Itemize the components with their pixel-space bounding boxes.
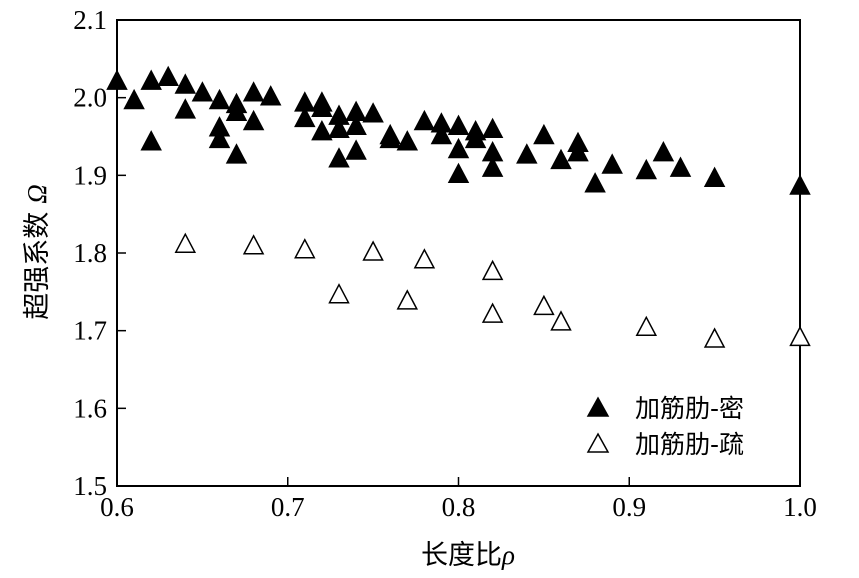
sparse-rib-point bbox=[550, 310, 572, 331]
dense-rib-point bbox=[174, 98, 197, 119]
legend-label-sparse: 加筋肋-疏 bbox=[635, 430, 744, 459]
y-tick-label: 1.6 bbox=[73, 393, 107, 423]
y-tick-label: 1.8 bbox=[73, 238, 107, 268]
dense-rib-point bbox=[703, 166, 726, 187]
y-axis-label: 超强系数 bbox=[22, 212, 53, 320]
x-axis-symbol: ρ bbox=[501, 540, 515, 570]
dense-rib-point bbox=[225, 143, 248, 164]
sparse-rib-point bbox=[789, 325, 811, 347]
dense-rib-point bbox=[362, 102, 384, 123]
dense-rib-point bbox=[447, 137, 470, 159]
x-tick-label: 0.8 bbox=[442, 492, 476, 522]
dense-rib-point bbox=[533, 123, 555, 145]
dense-rib-point bbox=[481, 156, 504, 177]
dense-rib-point bbox=[413, 109, 436, 131]
dense-rib-point bbox=[311, 119, 333, 141]
dense-rib-point bbox=[225, 100, 248, 121]
dense-rib-point bbox=[789, 174, 811, 195]
dense-rib-point bbox=[294, 106, 316, 128]
sparse-rib-point bbox=[481, 302, 504, 323]
x-tick-label: 0.7 bbox=[271, 492, 305, 522]
y-axis-symbol: Ω bbox=[22, 184, 52, 204]
x-tick-label: 1.0 bbox=[783, 492, 817, 522]
dense-rib-point bbox=[447, 162, 470, 184]
dense-rib-point bbox=[242, 81, 265, 102]
dense-rib-point bbox=[157, 65, 179, 87]
dense-rib-point bbox=[635, 158, 658, 180]
dense-rib-point bbox=[259, 85, 282, 106]
legend-marker-dense bbox=[586, 396, 610, 417]
dense-rib-point bbox=[328, 147, 350, 168]
dense-rib-point bbox=[345, 114, 367, 135]
dense-rib-point bbox=[140, 69, 162, 90]
dense-rib-point bbox=[447, 114, 470, 135]
y-axis-ticks: 1.5 1.6 1.7 1.8 1.9 2.0 2.1 bbox=[73, 5, 126, 501]
dense-rib-point bbox=[567, 140, 589, 162]
y-tick-label: 1.9 bbox=[73, 160, 107, 190]
data-points bbox=[106, 65, 811, 348]
x-axis-label: 长度比 bbox=[421, 540, 502, 571]
x-tick-label: 0.9 bbox=[612, 492, 646, 522]
dense-rib-point bbox=[328, 117, 350, 139]
dense-rib-point bbox=[601, 153, 623, 174]
dense-rib-point bbox=[242, 109, 265, 131]
dense-rib-point bbox=[123, 88, 145, 110]
dense-rib-point bbox=[516, 143, 538, 164]
sparse-rib-point bbox=[174, 232, 197, 253]
legend-marker-sparse bbox=[586, 432, 610, 453]
y-tick-label: 1.5 bbox=[73, 471, 107, 501]
dense-rib-point bbox=[140, 130, 162, 151]
sparse-rib-point bbox=[413, 248, 436, 269]
dense-rib-point bbox=[345, 139, 367, 160]
dense-rib-point bbox=[311, 96, 333, 118]
y-axis-title: 超强系数 Ω bbox=[22, 184, 53, 320]
dense-rib-point bbox=[106, 69, 128, 90]
dense-rib-point bbox=[584, 172, 606, 193]
dense-rib-point bbox=[396, 130, 419, 151]
x-axis-title: 长度比ρ bbox=[421, 540, 515, 571]
dense-rib-point bbox=[464, 127, 487, 149]
y-tick-label: 2.0 bbox=[73, 83, 107, 113]
dense-rib-point bbox=[430, 123, 453, 145]
legend: 加筋肋-密 加筋肋-疏 bbox=[586, 394, 744, 459]
sparse-rib-point bbox=[533, 294, 555, 316]
sparse-rib-point bbox=[635, 315, 658, 337]
dense-rib-point bbox=[208, 127, 231, 149]
legend-label-dense: 加筋肋-密 bbox=[635, 394, 744, 423]
dense-rib-point bbox=[481, 117, 504, 139]
dense-rib-point bbox=[174, 73, 197, 94]
sparse-rib-point bbox=[242, 234, 265, 255]
dense-rib-point bbox=[652, 140, 675, 162]
y-tick-label: 1.7 bbox=[73, 316, 107, 346]
dense-rib-point bbox=[669, 156, 692, 177]
sparse-rib-point bbox=[328, 283, 350, 304]
sparse-rib-point bbox=[362, 240, 384, 261]
sparse-rib-point bbox=[294, 238, 316, 259]
sparse-rib-point bbox=[481, 259, 504, 281]
dense-rib-point bbox=[208, 88, 231, 110]
sparse-rib-point bbox=[396, 289, 419, 310]
dense-rib-point bbox=[191, 81, 214, 102]
dense-rib-point bbox=[550, 148, 572, 170]
y-tick-label: 2.1 bbox=[73, 5, 107, 35]
x-tick-label: 0.6 bbox=[100, 492, 134, 522]
sparse-rib-point bbox=[703, 327, 726, 348]
x-axis-ticks: 0.6 0.7 0.8 0.9 1.0 bbox=[100, 477, 817, 522]
dense-rib-point bbox=[379, 127, 401, 149]
